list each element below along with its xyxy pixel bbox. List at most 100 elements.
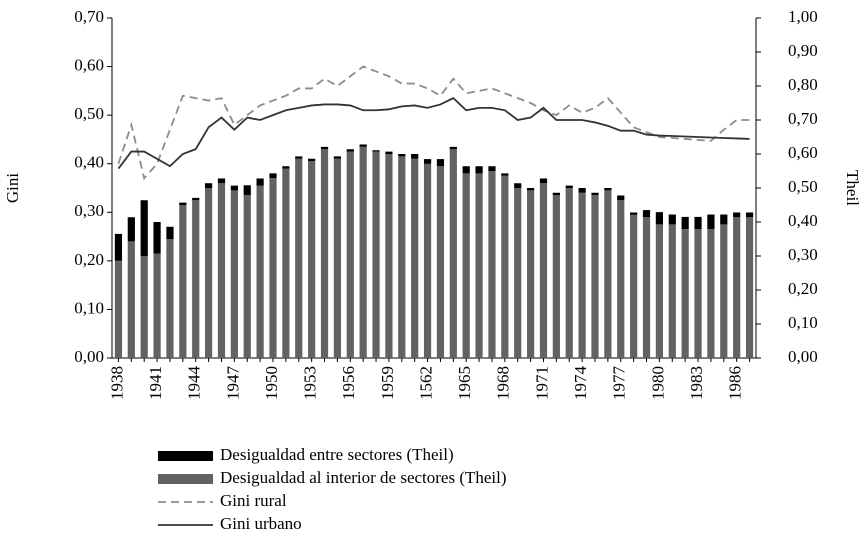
- bar: [539, 178, 548, 184]
- bar: [346, 149, 354, 152]
- bar: [230, 185, 238, 191]
- y2-tick-label: 0,70: [788, 109, 818, 128]
- x-tick-label: 1956: [339, 366, 358, 400]
- bar: [153, 253, 161, 358]
- bar: [256, 185, 264, 358]
- bar: [720, 214, 728, 225]
- bar: [127, 241, 135, 358]
- bar: [449, 146, 457, 150]
- legend-swatch: [158, 451, 213, 461]
- bar: [114, 260, 123, 358]
- bar: [243, 185, 251, 196]
- bar: [514, 188, 522, 358]
- bar: [359, 146, 367, 358]
- x-tick-label: 1983: [687, 366, 706, 400]
- x-tick-label: 1965: [455, 366, 474, 400]
- bar: [514, 183, 522, 188]
- y-tick-label: 0,10: [74, 298, 104, 317]
- bar: [269, 178, 277, 358]
- bar: [642, 210, 651, 218]
- y2-tick-label: 0,00: [788, 347, 818, 366]
- bar: [140, 256, 148, 358]
- y-tick-label: 0,50: [74, 104, 104, 123]
- bar: [655, 224, 663, 358]
- legend-label: Gini urbano: [220, 514, 302, 533]
- y2-tick-label: 0,60: [788, 143, 818, 162]
- bar: [681, 216, 689, 230]
- legend-label: Gini rural: [220, 491, 287, 510]
- bar: [140, 200, 148, 256]
- x-tick-label: 1953: [301, 366, 320, 400]
- bar: [591, 195, 599, 358]
- y2-tick-label: 0,90: [788, 41, 818, 60]
- x-tick-label: 1950: [262, 366, 281, 400]
- bar: [269, 173, 277, 179]
- y2-axis-label: Theil: [843, 170, 862, 206]
- bar: [385, 154, 393, 358]
- bar: [733, 212, 741, 218]
- bar: [436, 159, 445, 167]
- bar: [745, 212, 754, 218]
- bar: [282, 168, 290, 358]
- bar: [166, 239, 174, 358]
- bar: [256, 178, 264, 186]
- bar: [591, 192, 599, 196]
- bar: [655, 212, 663, 225]
- bar: [501, 173, 509, 176]
- bar: [707, 214, 715, 230]
- x-tick-label: 1959: [378, 366, 397, 400]
- y2-tick-label: 0,10: [788, 313, 818, 332]
- bar: [552, 192, 560, 196]
- bar: [462, 173, 470, 358]
- bar: [217, 183, 226, 358]
- bar: [192, 197, 200, 201]
- x-tick-label: 1980: [648, 366, 667, 400]
- bar: [475, 173, 483, 358]
- y2-tick-label: 0,30: [788, 245, 818, 264]
- bar: [642, 217, 651, 358]
- y-tick-label: 0,30: [74, 201, 104, 220]
- bar: [630, 214, 638, 358]
- bar: [398, 156, 406, 358]
- bar: [565, 188, 573, 358]
- bar: [617, 200, 625, 358]
- x-tick-label: 1977: [610, 366, 629, 401]
- bar: [166, 226, 174, 239]
- bar: [359, 144, 367, 147]
- bar: [462, 166, 470, 174]
- bar: [282, 166, 290, 169]
- bar: [449, 149, 457, 358]
- bar: [617, 195, 625, 201]
- bar: [707, 229, 715, 358]
- line: [117, 65, 750, 181]
- bar: [153, 222, 161, 254]
- y2-tick-label: 0,80: [788, 75, 818, 94]
- bar: [565, 185, 573, 188]
- y-tick-label: 0,70: [74, 7, 104, 26]
- bar: [694, 229, 702, 358]
- bar: [578, 188, 586, 193]
- bar: [308, 161, 316, 358]
- bar: [668, 224, 676, 358]
- x-tick-label: 1938: [107, 366, 126, 400]
- x-tick-label: 1562: [416, 366, 435, 400]
- x-tick-label: 1968: [494, 366, 513, 400]
- y-tick-label: 0,40: [74, 153, 104, 172]
- bar: [488, 166, 496, 171]
- bar: [320, 146, 329, 150]
- bar: [733, 217, 741, 358]
- bar: [668, 214, 676, 225]
- bar: [192, 200, 200, 358]
- bar: [578, 192, 586, 358]
- y-tick-label: 0,20: [74, 250, 104, 269]
- bar: [411, 154, 419, 159]
- y2-tick-label: 1,00: [788, 7, 818, 26]
- y2-tick-label: 0,20: [788, 279, 818, 298]
- bar: [372, 151, 380, 358]
- bar: [179, 202, 187, 205]
- bar: [372, 150, 380, 152]
- bar: [423, 159, 432, 164]
- legend-label: Desigualdad entre sectores (Theil): [220, 445, 454, 464]
- bar: [127, 217, 135, 242]
